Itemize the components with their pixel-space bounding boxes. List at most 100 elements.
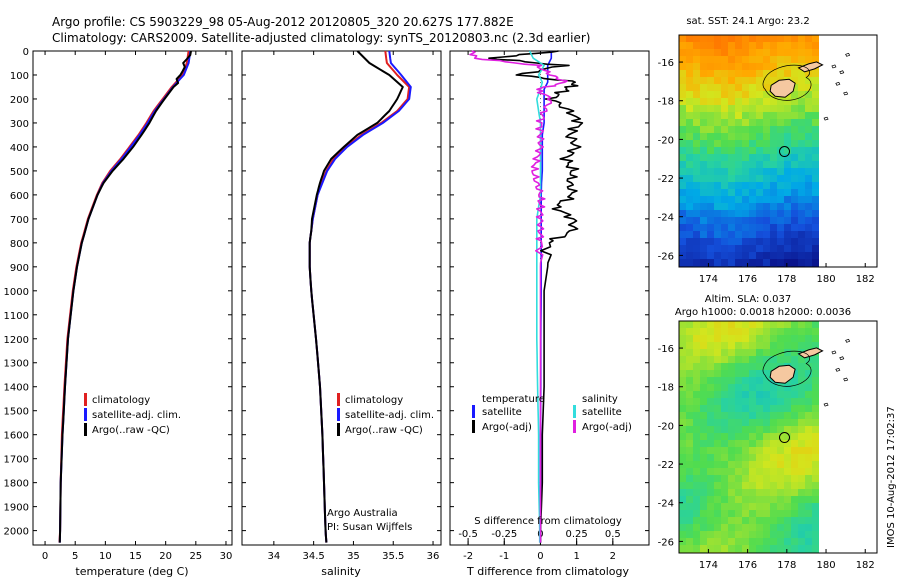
heatmap-cell [791, 259, 799, 267]
heatmap-cell [700, 440, 708, 448]
heatmap-cell [798, 210, 806, 218]
temperature-xlabel: temperature (deg C) [75, 565, 188, 578]
heatmap-cell [714, 154, 722, 162]
x-tick-label: 15 [129, 551, 142, 562]
heatmap-cell [714, 426, 722, 434]
heatmap-cell [679, 133, 687, 141]
heatmap-cell [777, 147, 785, 155]
heatmap-cell [826, 475, 834, 483]
heatmap-cell [826, 482, 834, 490]
map-y-tick-label: -18 [658, 383, 674, 394]
heatmap-cell [798, 56, 806, 64]
heatmap-cell [679, 98, 687, 106]
heatmap-cell [742, 35, 750, 43]
heatmap-cell [763, 475, 771, 483]
heatmap-cell [714, 189, 722, 197]
heatmap-cell [735, 447, 743, 455]
heatmap-cell [791, 119, 799, 127]
x-tick-label: 5 [72, 551, 78, 562]
heatmap-cell [686, 468, 694, 476]
heatmap-cell [693, 119, 701, 127]
heatmap-cell [742, 224, 750, 232]
heatmap-cell [700, 77, 708, 85]
heatmap-cell [714, 419, 722, 427]
heatmap-cell [742, 238, 750, 246]
heatmap-cell [763, 503, 771, 511]
island-viti-levu [769, 364, 796, 384]
heatmap-cell [721, 510, 729, 518]
heatmap-cell [819, 238, 827, 246]
heatmap-cell [735, 168, 743, 176]
legend-title-salinity: salinity [582, 394, 618, 405]
heatmap-cell [777, 426, 785, 434]
heatmap-cell [721, 210, 729, 218]
heatmap-cell [686, 510, 694, 518]
heatmap-cell [812, 545, 819, 553]
legend-swatch-argo [84, 423, 87, 436]
heatmap-cell [763, 454, 771, 462]
heatmap-cell [707, 35, 715, 43]
salinity-xlabel: salinity [321, 565, 361, 578]
heatmap-cell [749, 321, 757, 329]
heatmap-cell [798, 161, 806, 169]
heatmap-cell [728, 335, 736, 343]
heatmap-cell [686, 210, 694, 218]
heatmap-cell [714, 370, 722, 378]
heatmap-cell [728, 161, 736, 169]
heatmap-cell [679, 147, 687, 155]
heatmap-cell [805, 489, 813, 497]
heatmap-cell [714, 545, 722, 553]
heatmap-cell [777, 482, 785, 490]
heatmap-cell [756, 140, 764, 148]
heatmap-cell [756, 168, 764, 176]
heatmap-cell [763, 335, 771, 343]
heatmap-cell [742, 468, 750, 476]
heatmap-cell [812, 203, 819, 211]
heatmap-cell [791, 335, 799, 343]
heatmap-cell [784, 349, 792, 357]
legend-swatch-climatology [337, 393, 340, 406]
heatmap-cell [749, 356, 757, 364]
heatmap-cell [756, 189, 764, 197]
heatmap-cell [812, 384, 819, 392]
legend-swatch-satellite-adj [337, 408, 340, 421]
heatmap-cell [777, 210, 785, 218]
legend-label-climatology: climatology [345, 395, 403, 406]
heatmap-cell [679, 461, 687, 469]
heatmap-cell [777, 56, 785, 64]
heatmap-cell [770, 63, 778, 71]
x-tick-label: 0 [42, 551, 48, 562]
heatmap-cell [819, 252, 827, 260]
y-tick-label: 800 [10, 239, 29, 250]
heatmap-cell [756, 328, 764, 336]
heatmap-cell [791, 161, 799, 169]
heatmap-cell [742, 475, 750, 483]
temperature-legend: climatology satellite-adj. clim. Argo(..… [84, 393, 181, 436]
heatmap-cell [686, 175, 694, 183]
heatmap-cell [749, 56, 757, 64]
heatmap-cell [819, 112, 827, 120]
heatmap-cell [728, 133, 736, 141]
heatmap-cell [728, 328, 736, 336]
heatmap-cell [749, 370, 757, 378]
heatmap-cell [728, 84, 736, 92]
heatmap-cell [777, 140, 785, 148]
heatmap-cell [812, 503, 819, 511]
heatmap-cell [826, 238, 834, 246]
heatmap-cell [805, 391, 813, 399]
heatmap-cell [798, 398, 806, 406]
heatmap-cell [812, 391, 819, 399]
heatmap-cell [686, 63, 694, 71]
heatmap-cell [721, 105, 729, 113]
heatmap-cell [812, 98, 819, 106]
heatmap-cell [784, 126, 792, 134]
heatmap-cell [805, 482, 813, 490]
heatmap-cell [756, 405, 764, 413]
heatmap-cell [735, 468, 743, 476]
heatmap-cell [728, 210, 736, 218]
heatmap-cell [721, 70, 729, 78]
heatmap-cell [777, 252, 785, 260]
heatmap-cell [735, 398, 743, 406]
y-tick-label: 500 [10, 167, 29, 178]
heatmap-cell [686, 405, 694, 413]
